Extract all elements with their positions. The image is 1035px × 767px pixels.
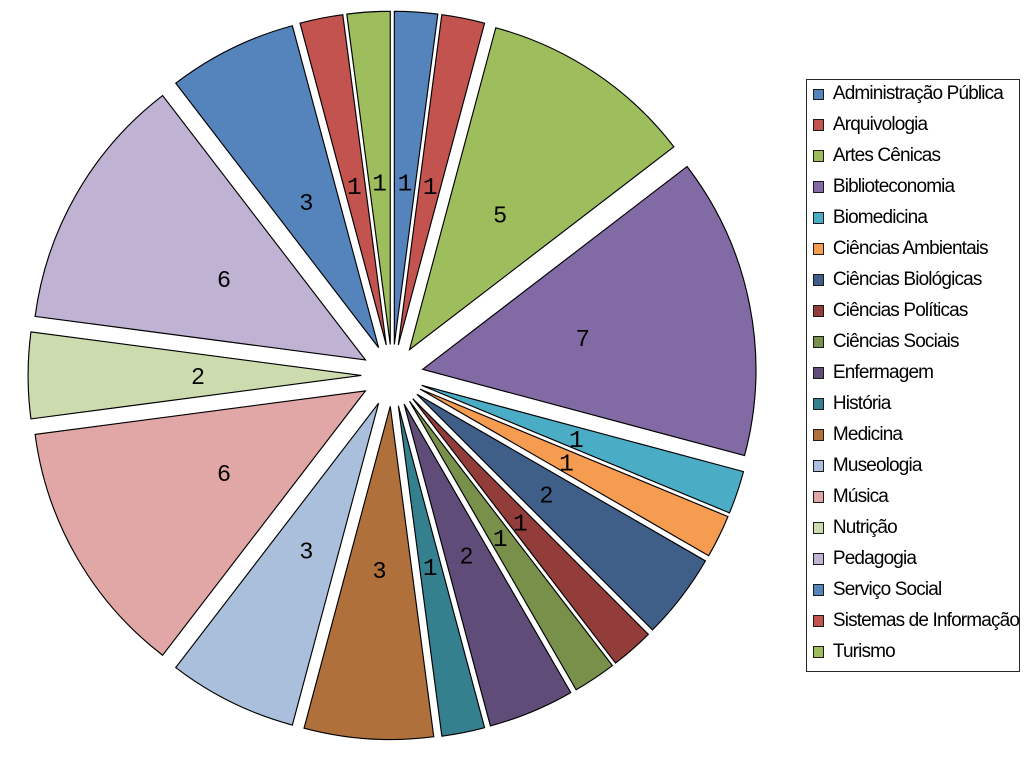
svg-text:2: 2 — [191, 363, 204, 389]
svg-text:1: 1 — [569, 428, 584, 455]
svg-text:3: 3 — [300, 189, 313, 215]
svg-text:1: 1 — [347, 175, 362, 202]
svg-text:6: 6 — [218, 460, 231, 486]
svg-text:3: 3 — [373, 557, 386, 583]
svg-text:1: 1 — [493, 527, 508, 554]
svg-text:1: 1 — [513, 512, 528, 539]
svg-text:5: 5 — [494, 202, 507, 228]
svg-text:1: 1 — [372, 172, 387, 199]
svg-text:7: 7 — [576, 325, 589, 351]
svg-text:3: 3 — [300, 537, 313, 563]
svg-text:1: 1 — [423, 556, 438, 583]
svg-text:1: 1 — [423, 175, 438, 202]
svg-text:6: 6 — [218, 266, 231, 292]
svg-text:1: 1 — [398, 172, 413, 199]
svg-text:2: 2 — [460, 543, 473, 569]
svg-text:2: 2 — [540, 481, 553, 507]
svg-text:1: 1 — [559, 451, 574, 478]
